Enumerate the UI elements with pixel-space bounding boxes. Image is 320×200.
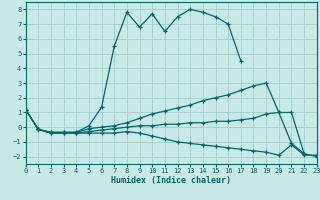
X-axis label: Humidex (Indice chaleur): Humidex (Indice chaleur) (111, 176, 231, 185)
